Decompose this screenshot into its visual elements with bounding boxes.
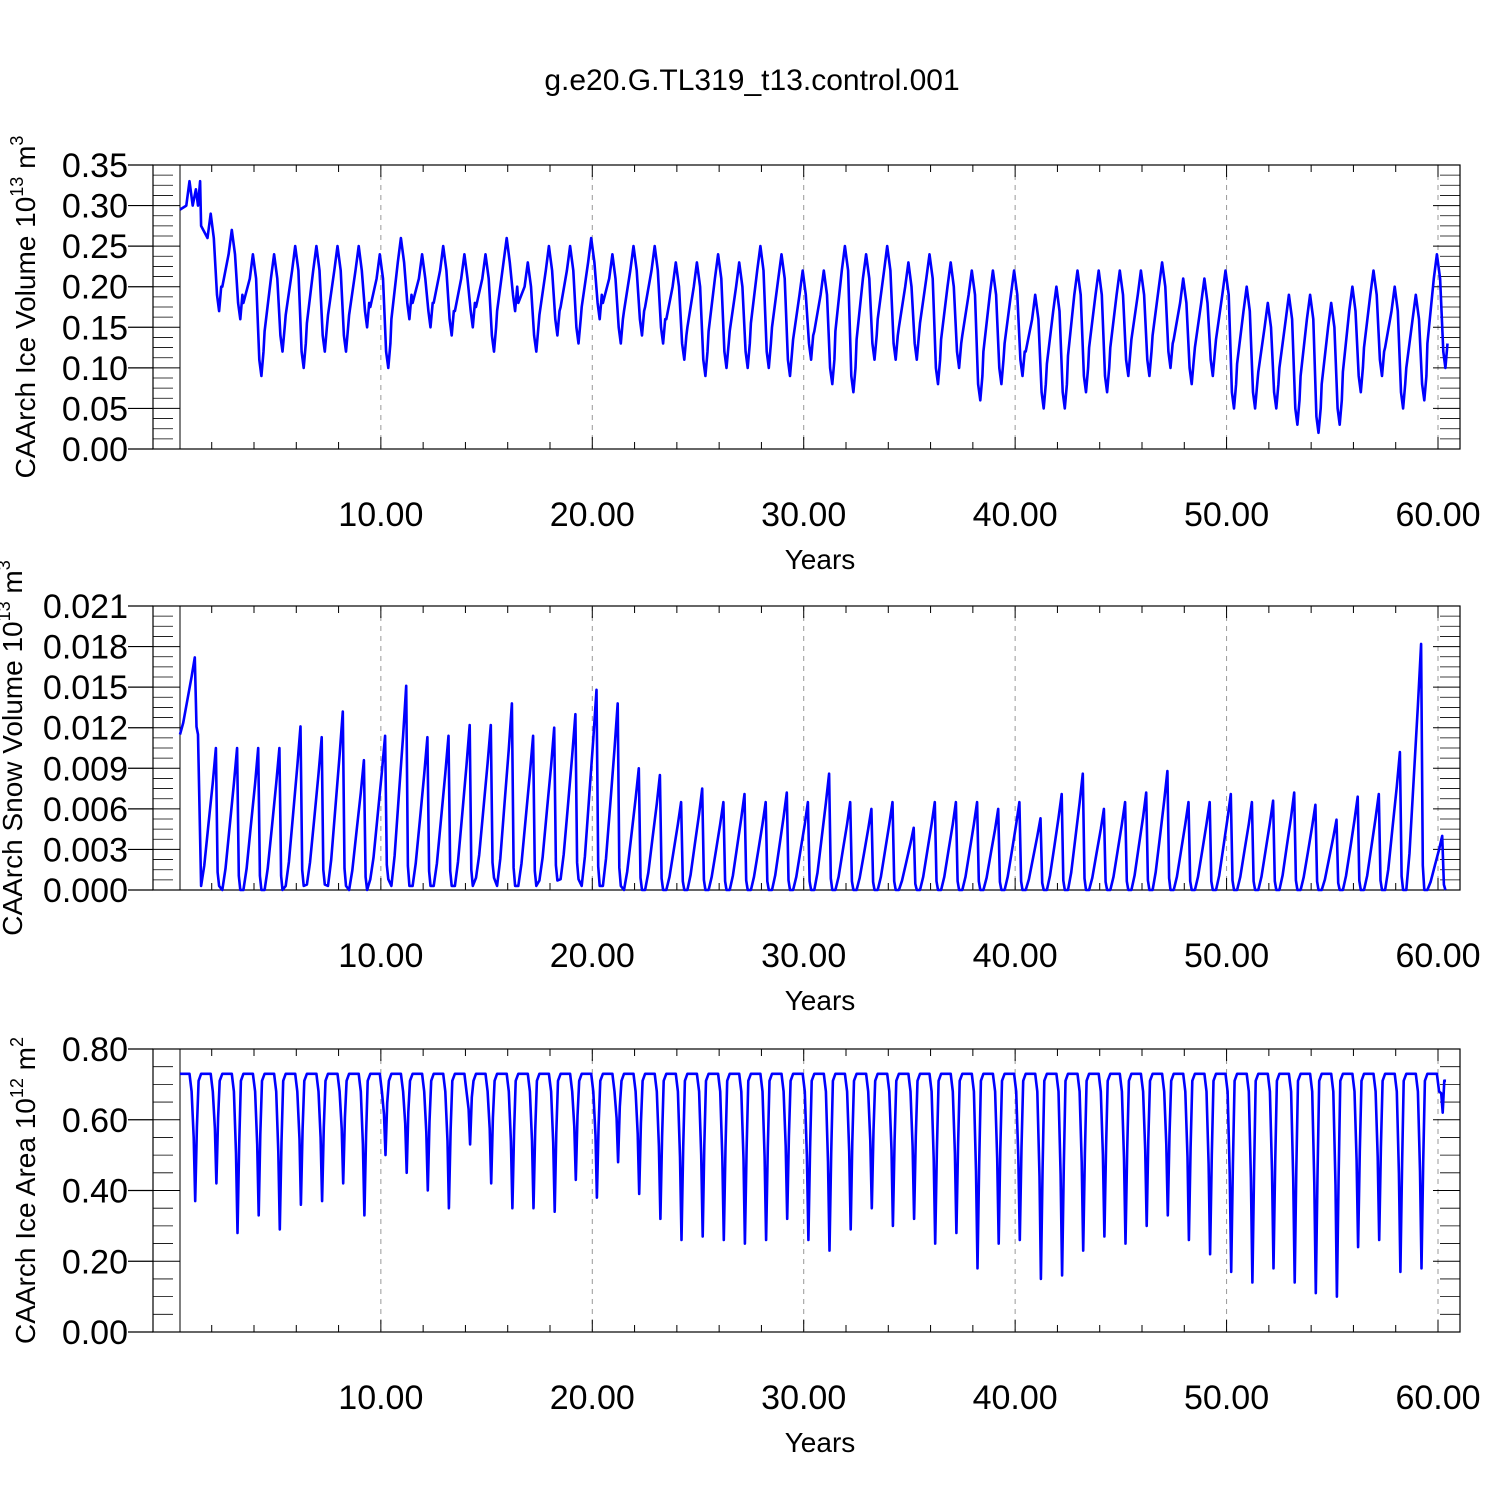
x-axis-label: Years: [785, 1427, 856, 1458]
chart-title: g.e20.G.TL319_t13.control.001: [544, 64, 959, 97]
plot-frame: [152, 605, 1461, 891]
y-tick-label: 0.006: [43, 791, 128, 829]
y-tick-label: 0.15: [62, 309, 128, 347]
x-tick-label: 30.00: [761, 496, 846, 534]
y-axis-label: CAArch Ice Volume 1013 m3: [7, 136, 41, 479]
x-axis-label: Years: [785, 985, 856, 1016]
x-tick-label: 50.00: [1184, 937, 1269, 975]
x-tick-label: 20.00: [550, 1379, 635, 1417]
y-tick-label: 0.012: [43, 710, 128, 748]
y-tick-label: 0.10: [62, 350, 128, 388]
x-tick-label: 30.00: [761, 937, 846, 975]
y-tick-label: 0.009: [43, 750, 128, 788]
x-tick-label: 40.00: [973, 1379, 1058, 1417]
y-tick-label: 0.015: [43, 669, 128, 707]
x-tick-label: 40.00: [973, 937, 1058, 975]
panel-1: 10.00 20.00 30.00 40.00 50.00 60.00Years0.000…: [7, 136, 1481, 575]
y-tick-label: 0.25: [62, 228, 128, 266]
y-tick-label: 0.60: [62, 1102, 128, 1140]
x-tick-label: 50.00: [1184, 496, 1269, 534]
y-tick-label: 0.40: [62, 1173, 128, 1211]
x-tick-label: 60.00: [1395, 937, 1480, 975]
x-tick-label: 10.00: [338, 1379, 423, 1417]
y-tick-label: 0.018: [43, 629, 128, 667]
x-tick-label: 20.00: [550, 937, 635, 975]
x-tick-label: 10.00: [338, 496, 423, 534]
x-tick-label: 30.00: [761, 1379, 846, 1417]
y-tick-label: 0.30: [62, 188, 128, 226]
y-tick-label: 0.021: [43, 588, 128, 626]
y-tick-label: 0.00: [62, 1314, 128, 1352]
y-tick-label: 0.20: [62, 1243, 128, 1281]
series-line: [178, 642, 1447, 892]
y-tick-label: 0.003: [43, 831, 128, 869]
x-tick-label: 60.00: [1395, 1379, 1480, 1417]
x-tick-label: 50.00: [1184, 1379, 1269, 1417]
y-tick-label: 0.80: [62, 1031, 128, 1069]
x-tick-label: 60.00: [1395, 496, 1480, 534]
y-tick-label: 0.20: [62, 269, 128, 307]
y-tick-label: 0.05: [62, 390, 128, 428]
y-tick-label: 0.35: [62, 147, 128, 185]
panel-2: 10.00 20.00 30.00 40.00 50.00 60.00 Years 0.000…: [0, 560, 1481, 1016]
x-tick-label: 40.00: [973, 496, 1058, 534]
x-tick-label: 20.00: [550, 496, 635, 534]
y-axis-label: CAArch Snow Volume 1013 m3: [0, 560, 28, 936]
y-tick-label: 0.00: [62, 431, 128, 469]
series-line: [179, 179, 1449, 435]
x-tick-label: 10.00: [338, 937, 423, 975]
y-axis-label: CAArch Ice Area 1012 m2: [7, 1037, 41, 1344]
y-tick-label: 0.000: [43, 872, 128, 910]
x-axis-label: Years: [785, 544, 856, 575]
series-line: [180, 1072, 1447, 1298]
panel-3: 10.00 20.00 30.00 40.00 50.00 60.00 Years 0.00 0…: [7, 1031, 1481, 1458]
